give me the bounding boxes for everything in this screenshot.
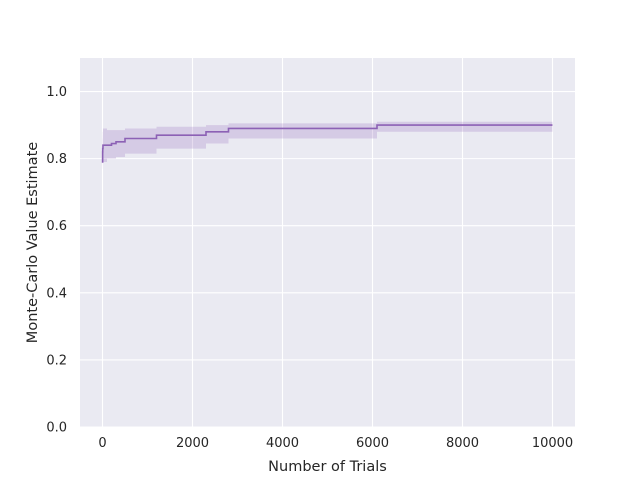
x-tick-label: 8000: [446, 436, 479, 451]
x-tick-label: 0: [98, 436, 106, 451]
confidence-band: [102, 121, 553, 169]
y-tick-label: 1.0: [46, 85, 67, 100]
y-tick-label: 0.6: [46, 219, 67, 234]
y-tick-label: 0.4: [46, 286, 67, 301]
y-tick-label: 0.2: [46, 353, 67, 368]
y-axis-ticks: 0.0 0.2 0.4 0.6 0.8 1.0: [46, 85, 67, 435]
y-tick-label: 0.8: [46, 152, 67, 167]
plot-background: [80, 58, 575, 427]
x-tick-label: 4000: [266, 436, 299, 451]
y-tick-label: 0.0: [46, 421, 67, 436]
confidence-bands: [102, 121, 553, 169]
series-line: [101, 124, 553, 163]
series-lines: [101, 124, 553, 163]
x-tick-label: 6000: [356, 436, 389, 451]
x-axis-label: Number of Trials: [268, 459, 387, 475]
grid: [80, 58, 575, 428]
x-axis-ticks: 0 2000 4000 6000 8000 10000: [98, 436, 573, 451]
x-tick-label: 10000: [532, 436, 573, 451]
y-axis-label: Monte-Carlo Value Estimate: [25, 142, 41, 343]
x-tick-label: 2000: [176, 436, 209, 451]
